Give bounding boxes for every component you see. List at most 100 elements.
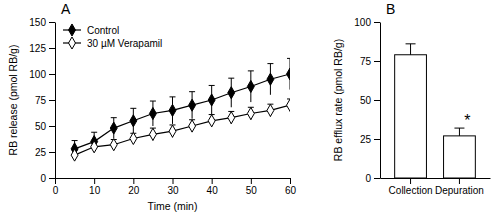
- axis-line: [55, 23, 56, 179]
- tick-mark: [49, 22, 55, 23]
- tick-mark: [251, 178, 252, 184]
- error-cap: [406, 43, 416, 44]
- error-cap: [209, 85, 215, 86]
- error-bar: [189, 120, 195, 132]
- figure: 01020304050600255075100125150RB release …: [0, 0, 500, 219]
- tick-label: 50: [35, 121, 47, 132]
- marker: [169, 125, 176, 137]
- error-bar: [91, 142, 97, 152]
- tick-label: 10: [89, 185, 101, 196]
- tick: 50: [35, 121, 55, 132]
- marker: [228, 112, 235, 124]
- x-axis: CollectionDepuration: [381, 178, 491, 196]
- tick-label: 100: [29, 69, 46, 80]
- error-cap: [111, 117, 117, 118]
- marker: [91, 141, 98, 153]
- plot-area: [71, 58, 290, 161]
- error-bar: [170, 97, 176, 124]
- panel: CollectionDepuration0255075100RB efflux …: [332, 1, 491, 196]
- tick-label: Collection: [389, 185, 433, 196]
- tick-label: 20: [128, 185, 140, 196]
- tick-mark: [49, 178, 55, 179]
- tick-mark: [49, 100, 55, 101]
- legend-label: Control: [87, 25, 119, 36]
- panel-label: B: [386, 1, 395, 17]
- legend-item: Control: [63, 24, 119, 36]
- tick-mark: [55, 178, 56, 184]
- panel-label: A: [61, 1, 71, 17]
- error-cap: [91, 132, 97, 133]
- marker: [149, 128, 156, 140]
- tick-label: 75: [360, 56, 372, 67]
- x-axis-title: Time (min): [148, 200, 198, 212]
- marker: [247, 107, 254, 119]
- tick-mark: [290, 178, 291, 184]
- error-bar: [287, 99, 290, 111]
- error-bar: [72, 150, 78, 160]
- tick-label: 0: [53, 185, 59, 196]
- series-line: [75, 105, 290, 155]
- error-bar: [130, 133, 136, 143]
- error-cap: [130, 108, 136, 109]
- error-line: [459, 128, 460, 136]
- marker: [208, 94, 215, 106]
- tick: 50: [360, 95, 380, 106]
- tick-label: 0: [365, 173, 371, 184]
- tick-mark: [49, 48, 55, 49]
- tick-label: 50: [246, 185, 258, 196]
- error-cap: [150, 101, 156, 102]
- error-bar: [150, 101, 156, 126]
- error-bar: [248, 107, 254, 119]
- marker: [130, 115, 137, 127]
- marker: [287, 68, 290, 80]
- bar: [444, 136, 476, 178]
- marker: [189, 99, 196, 111]
- y-axis-title: RB efflux rate (pmol RB/g): [332, 39, 344, 161]
- marker: [247, 80, 254, 92]
- tick-mark: [374, 61, 380, 62]
- marker: [71, 149, 78, 161]
- error-cap: [228, 78, 234, 79]
- marker: [267, 104, 274, 116]
- tick: 60: [285, 178, 297, 196]
- x-axis: 0 10 20 30 40 50 60: [53, 178, 297, 196]
- axis-line: [381, 178, 491, 179]
- marker: [110, 122, 117, 134]
- series-line: [75, 74, 290, 149]
- error-line: [410, 44, 411, 55]
- error-bar: [228, 78, 234, 107]
- error-bar: [248, 71, 254, 102]
- marker: [189, 120, 196, 132]
- tick: 0: [40, 173, 55, 184]
- tick-label: 30: [167, 185, 179, 196]
- tick-mark: [374, 22, 380, 23]
- tick-mark: [49, 74, 55, 75]
- tick-label: Depuration: [435, 185, 484, 196]
- legend-item: 30 µM Verapamil: [63, 37, 162, 49]
- error-cap: [267, 63, 273, 64]
- legend: Control 30 µM Verapamil: [63, 24, 162, 49]
- marker: [208, 115, 215, 127]
- tick-label: 50: [360, 95, 372, 106]
- tick-mark: [49, 126, 55, 127]
- error-cap: [170, 96, 176, 97]
- legend-label: 30 µM Verapamil: [87, 38, 162, 49]
- marker: [110, 139, 117, 151]
- error-bar: [150, 128, 156, 140]
- tick: 25: [360, 134, 380, 145]
- tick: 20: [128, 178, 140, 196]
- tick-mark: [94, 178, 95, 184]
- tick-mark: [133, 178, 134, 184]
- marker: [267, 73, 274, 85]
- error-cap: [454, 128, 464, 129]
- marker: [149, 107, 156, 119]
- error-bar: [287, 58, 290, 89]
- tick-label: 60: [285, 185, 297, 196]
- tick-label: 25: [360, 134, 372, 145]
- tick-label: 40: [207, 185, 219, 196]
- tick-mark: [173, 178, 174, 184]
- tick: 75: [35, 95, 55, 106]
- tick: 125: [29, 43, 55, 54]
- tick: 10: [89, 178, 101, 196]
- error-bar: [406, 44, 416, 55]
